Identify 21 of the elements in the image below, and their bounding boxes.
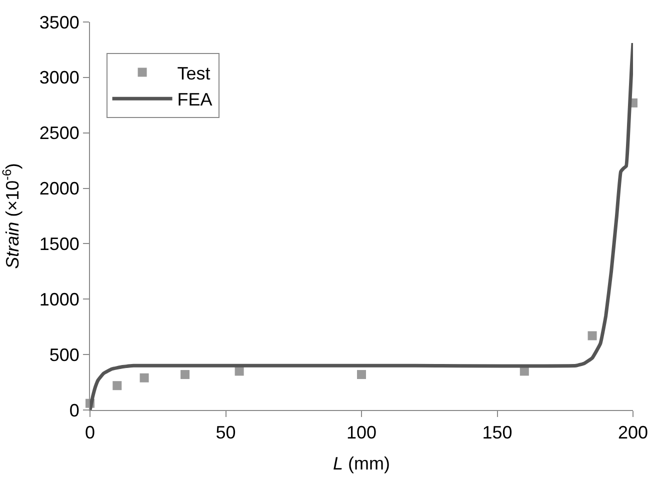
x-axis-title: L (mm) xyxy=(333,454,390,474)
point xyxy=(140,373,149,382)
y-tick-label: 0 xyxy=(69,400,80,420)
x-tick-label: 50 xyxy=(216,422,236,443)
legend-label: FEA xyxy=(177,90,212,110)
x-tick-label: 100 xyxy=(346,422,377,443)
point xyxy=(180,370,190,380)
y-tick-label: 500 xyxy=(49,344,80,365)
x-tick-label: 200 xyxy=(618,422,648,443)
y-tick-label: 2500 xyxy=(39,123,80,144)
y-tick-label: 1000 xyxy=(39,289,80,310)
x-tick-label: 150 xyxy=(482,422,512,443)
point xyxy=(112,381,122,390)
y-tick-label: 3500 xyxy=(39,12,80,32)
y-tick-label: 1500 xyxy=(39,234,80,254)
point xyxy=(588,331,597,340)
point xyxy=(357,370,366,380)
y-tick-label: 3000 xyxy=(39,68,80,88)
legend-label: Test xyxy=(177,63,210,84)
x-tick-label: 0 xyxy=(84,422,96,443)
y-tick-label: 2000 xyxy=(39,178,80,199)
